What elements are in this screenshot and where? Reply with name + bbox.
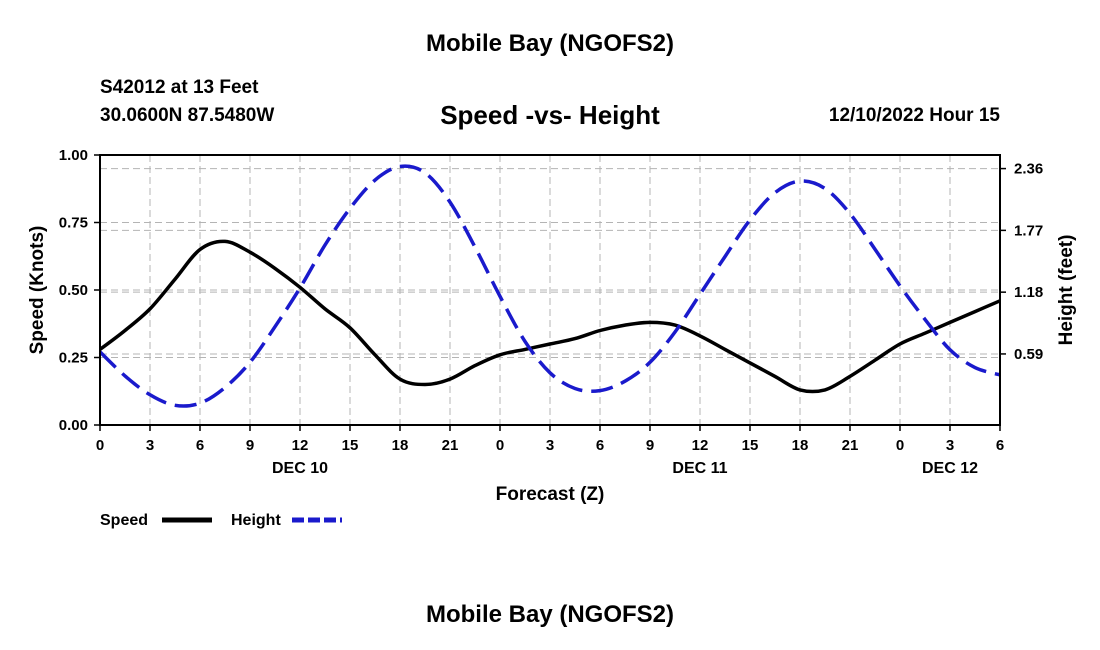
x-tick-label: 6 [996,437,1004,454]
chart-subtitle: Speed -vs- Height [440,100,660,130]
x-tick-label: 12 [292,437,309,454]
height-series-line [98,164,1001,408]
y-tick-label: 0.75 [59,215,88,232]
x-tick-label: 3 [146,437,154,454]
legend-speed-label: Speed [100,512,148,529]
grid [100,155,1000,425]
x-tick-label: 6 [596,437,604,454]
x-tick-label: 9 [646,437,654,454]
x-axis-label: Forecast (Z) [496,484,605,505]
y-tick-label: 0.25 [59,350,88,367]
date-label: DEC 12 [922,460,978,477]
x-tick-label: 18 [392,437,409,454]
x-tick-label: 6 [196,437,204,454]
x-tick-label: 3 [946,437,954,454]
x-tick-label: 0 [96,437,104,454]
x-tick-label: 0 [896,437,904,454]
y-axis-label: Speed (Knots) [27,226,48,355]
speed-series-line [98,239,1001,394]
forecast-timestamp: 12/10/2022 Hour 15 [828,105,1000,126]
legend: Speed Height [100,512,342,529]
chart-main-title: Mobile Bay (NGOFS2) [425,30,675,57]
y2-tick-label: 2.36 [1014,161,1043,178]
y2-tick-label: 1.18 [1014,284,1043,301]
x-tick-label: 12 [692,437,709,454]
x-tick-label: 21 [842,437,859,454]
x-tick-label: 18 [792,437,809,454]
x-tick-label: 3 [546,437,554,454]
chart-footer-title: Mobile Bay (NGOFS2) [425,601,675,628]
series-group [98,164,1001,408]
date-label: DEC 11 [672,460,727,477]
x-tick-label: 15 [742,437,759,454]
date-label: DEC 10 [272,460,328,477]
y2-tick-label: 1.77 [1014,222,1043,239]
y2-axis-label: Height (feet) [1056,235,1077,346]
y2-tick-label: 0.59 [1014,346,1043,363]
y-tick-label: 0.00 [59,417,88,434]
legend-height-label: Height [231,512,281,529]
x-tick-label: 9 [246,437,254,454]
axes: 0 3 6 9 12 15 18 21 0 3 6 9 12 15 18 21 0 3 6 0.00 0.25 0.50 0… [59,147,1043,477]
y-tick-label: 1.00 [59,147,88,164]
x-tick-label: 0 [496,437,504,454]
y-tick-label: 0.50 [59,282,88,299]
x-tick-label: 15 [342,437,359,454]
coordinates-label: 30.0600N 87.5480W [100,105,275,126]
x-tick-label: 21 [442,437,459,454]
station-label: S42012 at 13 Feet [100,77,259,98]
